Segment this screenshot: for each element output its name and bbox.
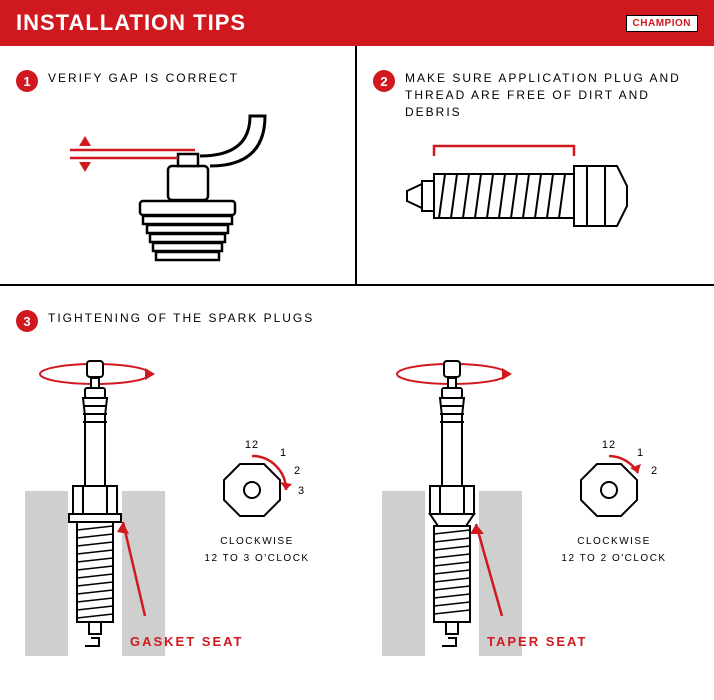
- taper-caption-2: 12 to 2 o'clock: [554, 552, 674, 565]
- gasket-clock-2: 2: [294, 465, 301, 477]
- top-row: 1 Verify gap is correct: [0, 46, 714, 286]
- panel-step-2: 2 Make sure application plug and thread …: [357, 46, 714, 284]
- taper-caption-1: Clockwise: [554, 535, 674, 548]
- step-2-text: Make sure application plug and thread ar…: [405, 70, 698, 120]
- gasket-caption-2: 12 to 3 o'clock: [197, 552, 317, 565]
- step-3-badge: 3: [16, 310, 38, 332]
- gasket-column: Gasket Seat 12 1 2 3 Clockwise 12 to 3 o…: [0, 356, 357, 686]
- taper-plug-illustration: [382, 356, 522, 661]
- taper-clock-1: 1: [637, 447, 644, 459]
- gap-illustration: [50, 106, 310, 271]
- taper-column: Taper Seat 12 1 2 Clockwise 12 to 2 o'cl…: [357, 356, 714, 686]
- panel-step-1: 1 Verify gap is correct: [0, 46, 357, 284]
- gasket-clock-3: 3: [298, 485, 305, 497]
- tightening-row: Gasket Seat 12 1 2 3 Clockwise 12 to 3 o…: [0, 356, 714, 686]
- step-1-header: 1 Verify gap is correct: [16, 70, 339, 92]
- taper-clock-2: 2: [651, 465, 658, 477]
- taper-seat-label: Taper Seat: [487, 634, 587, 649]
- step-2-badge: 2: [373, 70, 395, 92]
- gasket-seat-label: Gasket Seat: [130, 634, 244, 649]
- brand-logo: CHAMPION: [626, 15, 698, 32]
- step-1-text: Verify gap is correct: [48, 70, 239, 87]
- header-bar: Installation Tips CHAMPION: [0, 0, 714, 46]
- step-1-badge: 1: [16, 70, 38, 92]
- panel-step-3: 3 Tightening of the spark plugs: [0, 286, 714, 696]
- taper-clock-12: 12: [602, 439, 616, 451]
- gasket-clock-1: 1: [280, 447, 287, 459]
- gasket-clock: 12 1 2 3 Clockwise 12 to 3 o'clock: [197, 436, 317, 565]
- step-3-text: Tightening of the spark plugs: [48, 310, 314, 327]
- gasket-caption-1: Clockwise: [197, 535, 317, 548]
- gasket-plug-illustration: [25, 356, 165, 661]
- step-2-header: 2 Make sure application plug and thread …: [373, 70, 698, 120]
- header-title: Installation Tips: [16, 10, 246, 36]
- taper-clock: 12 1 2 Clockwise 12 to 2 o'clock: [554, 436, 674, 565]
- thread-illustration: [387, 136, 687, 261]
- gasket-clock-12: 12: [245, 439, 259, 451]
- step-3-header: 3 Tightening of the spark plugs: [16, 310, 698, 332]
